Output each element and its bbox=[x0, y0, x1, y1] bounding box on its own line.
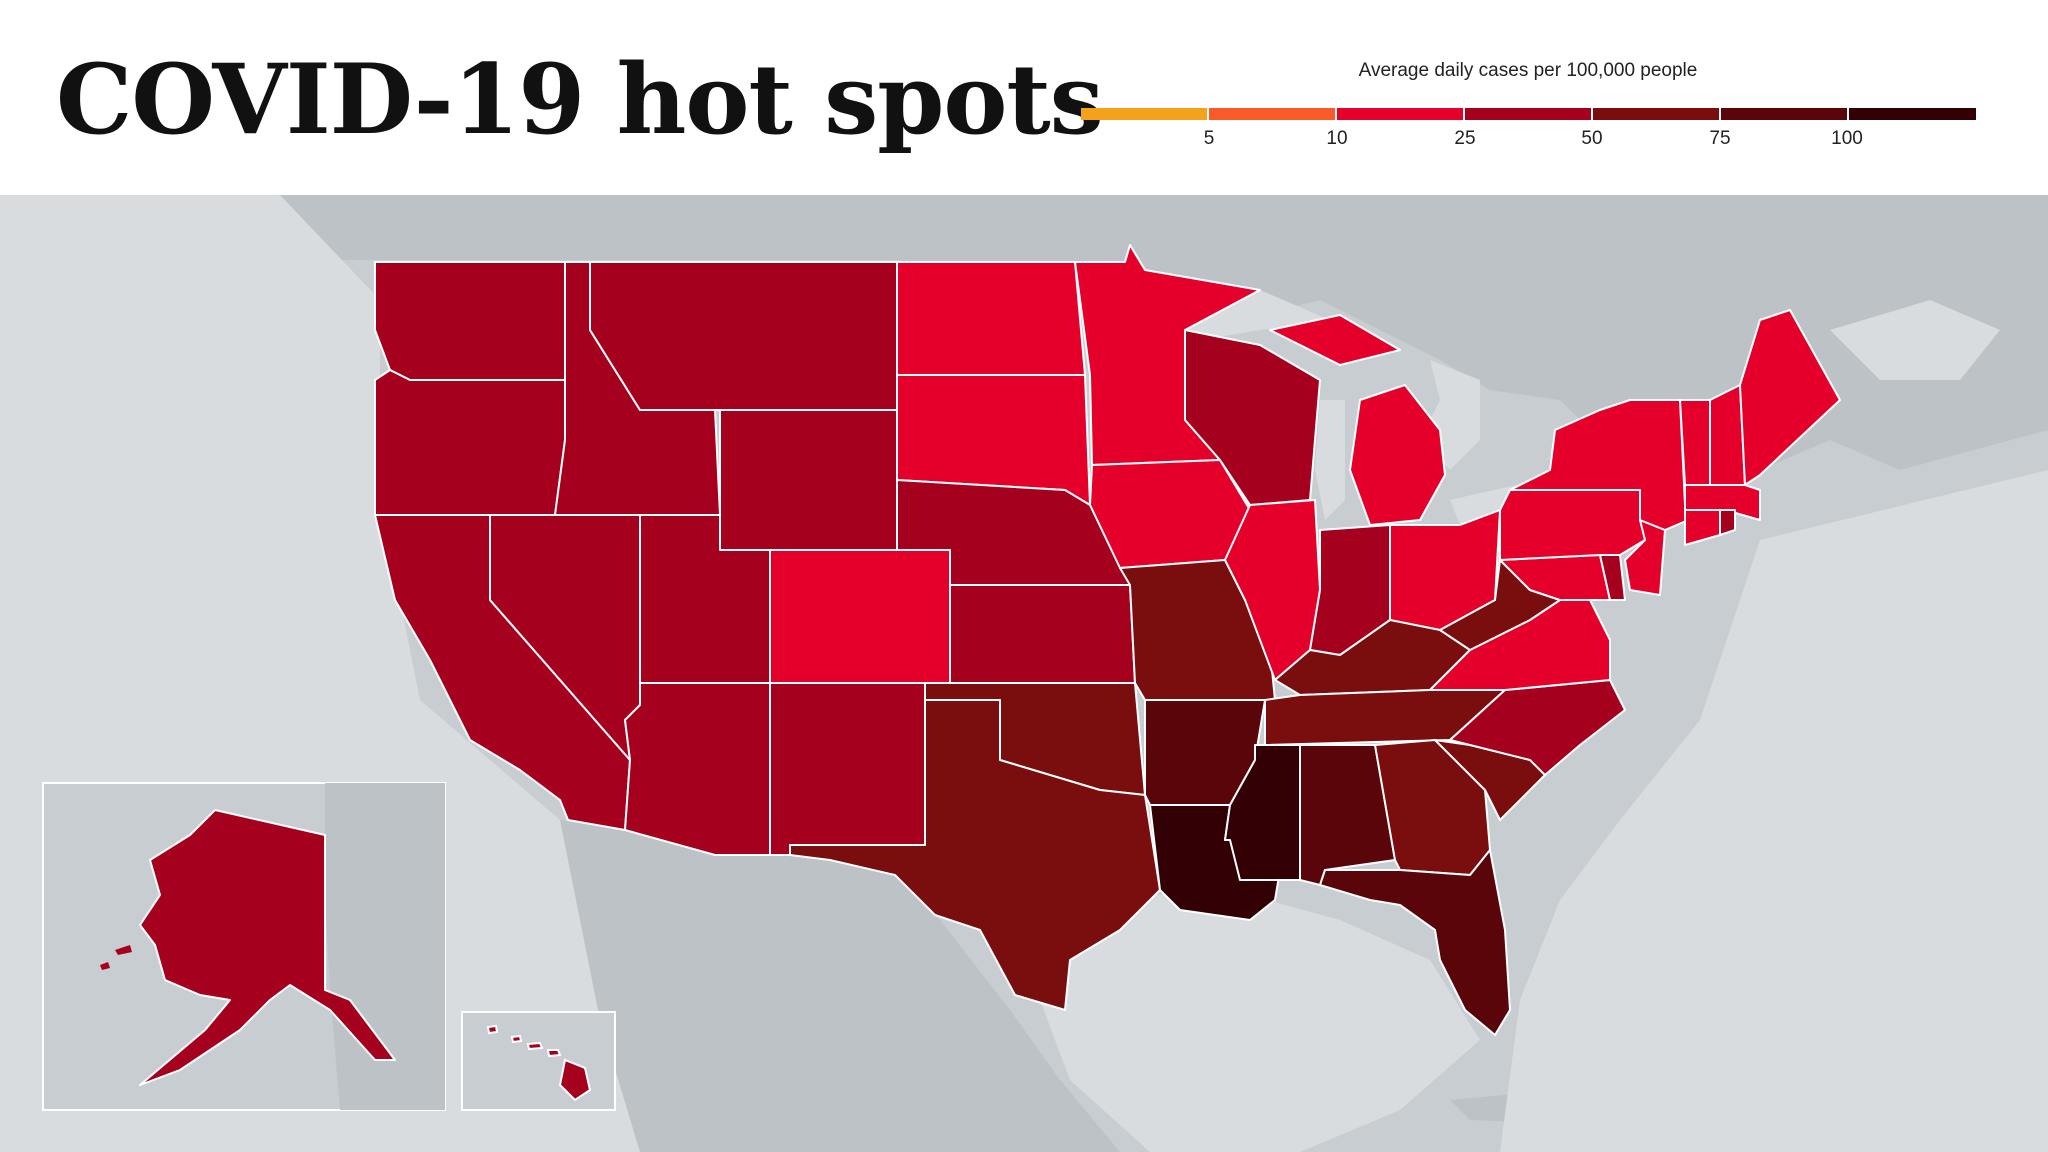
state-nm[interactable] bbox=[769, 682, 926, 856]
us-map bbox=[0, 195, 2048, 1152]
legend-swatch bbox=[1337, 108, 1463, 120]
legend-swatch bbox=[1593, 108, 1719, 120]
states-layer bbox=[374, 244, 1841, 1036]
state-ak[interactable] bbox=[139, 809, 396, 1086]
state-ct[interactable] bbox=[1684, 509, 1721, 546]
legend-tick: 50 bbox=[1581, 128, 1603, 149]
header: COVID-19 hot spots Average daily cases p… bbox=[0, 0, 2048, 195]
legend-tick: 75 bbox=[1709, 128, 1731, 149]
state-mt[interactable] bbox=[589, 261, 898, 411]
state-nd[interactable] bbox=[896, 261, 1086, 376]
legend-swatch bbox=[1721, 108, 1847, 120]
state-mi[interactable] bbox=[1269, 314, 1446, 526]
state-wy[interactable] bbox=[719, 409, 898, 551]
map-canvas bbox=[0, 195, 2048, 1152]
atlantic-ocean bbox=[1500, 470, 2048, 1152]
legend-color-bar bbox=[1081, 108, 1976, 120]
mexico-landmass bbox=[560, 820, 1120, 1152]
legend-tick: 100 bbox=[1831, 128, 1863, 149]
hawaii-inset bbox=[461, 1011, 616, 1111]
state-pa[interactable] bbox=[1499, 489, 1646, 561]
alaska-inset bbox=[42, 782, 446, 1111]
legend-tick: 10 bbox=[1326, 128, 1348, 149]
state-vt[interactable] bbox=[1679, 399, 1711, 486]
gulf-of-mexico bbox=[1040, 890, 1480, 1152]
hawaii-inset-frame bbox=[461, 1011, 616, 1111]
ak-aleutian-islands bbox=[100, 945, 132, 970]
page-title: COVID-19 hot spots bbox=[56, 43, 1104, 156]
gulf-of-st-lawrence bbox=[1830, 300, 2000, 380]
state-wa[interactable] bbox=[374, 261, 566, 381]
legend-swatch bbox=[1849, 108, 1976, 120]
state-ks[interactable] bbox=[949, 584, 1136, 684]
state-az[interactable] bbox=[624, 682, 771, 856]
state-ri[interactable] bbox=[1719, 509, 1736, 536]
legend-swatch bbox=[1081, 108, 1207, 120]
legend-title: Average daily cases per 100,000 people bbox=[1358, 60, 1698, 81]
state-hi[interactable] bbox=[486, 1024, 592, 1102]
state-tx[interactable] bbox=[789, 699, 1161, 1011]
state-co[interactable] bbox=[769, 549, 951, 684]
state-fl[interactable] bbox=[1319, 849, 1511, 1036]
legend-swatch bbox=[1465, 108, 1591, 120]
canada-landmass bbox=[280, 195, 2048, 470]
color-legend: Average daily cases per 100,000 people 5… bbox=[1078, 56, 1978, 156]
state-or[interactable] bbox=[374, 369, 566, 516]
legend-tick: 5 bbox=[1203, 128, 1215, 149]
state-ia[interactable] bbox=[1089, 459, 1251, 569]
legend-swatch bbox=[1209, 108, 1335, 120]
lake-michigan bbox=[1315, 400, 1345, 520]
legend-tick: 25 bbox=[1454, 128, 1476, 149]
